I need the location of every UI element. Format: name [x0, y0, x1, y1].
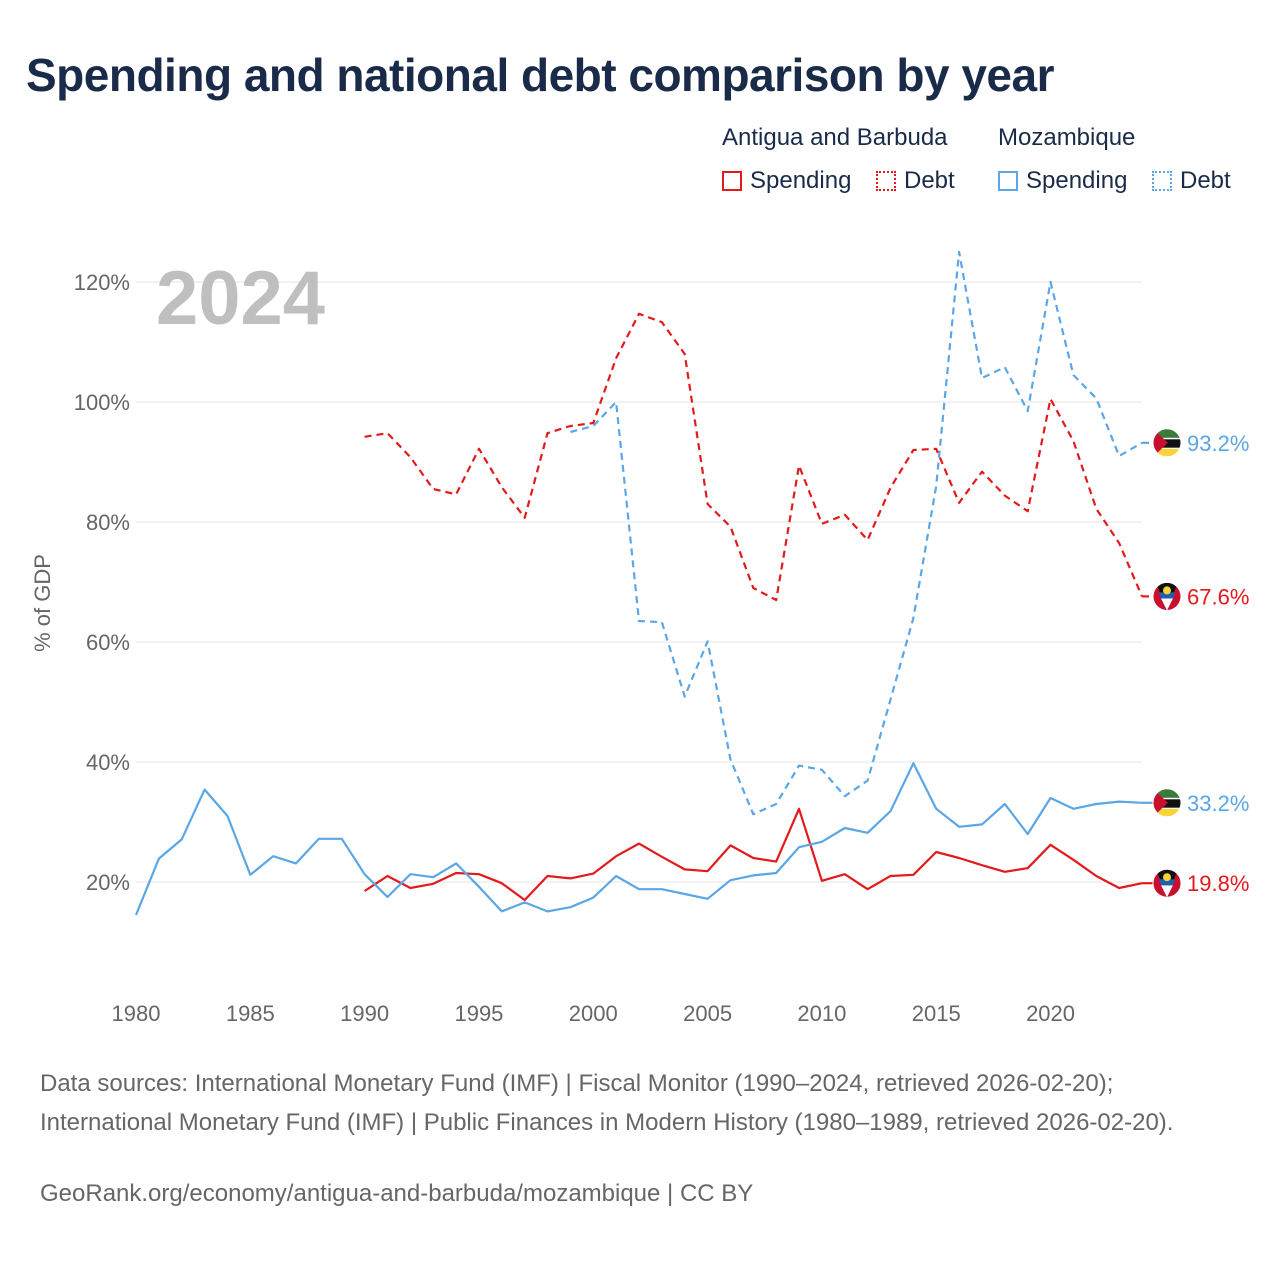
legend-item-mozambique-debt[interactable]: Debt	[1152, 167, 1231, 195]
flag-fimbriation	[1153, 447, 1181, 450]
legend-group-antigua: Antigua and Barbuda Spending Debt	[722, 124, 982, 204]
legend-swatch-solid	[998, 171, 1018, 191]
flag-outline	[1152, 868, 1182, 898]
flag-triangle-white	[1161, 598, 1173, 611]
end-value-label: 93.2%	[1187, 431, 1249, 456]
legend-item-antigua-spending[interactable]: Spending	[722, 167, 851, 195]
end-value-label: 67.6%	[1187, 584, 1249, 609]
antigua-flag-icon	[1152, 581, 1182, 611]
legend-swatch-solid	[722, 171, 742, 191]
x-tick-label: 1980	[112, 1001, 161, 1026]
y-tick-label: 120%	[74, 270, 130, 295]
legend-group-mozambique: Mozambique Spending Debt	[998, 124, 1258, 204]
flag-outline	[1152, 788, 1182, 818]
x-tick-label: 2000	[569, 1001, 618, 1026]
legend-item-antigua-debt[interactable]: Debt	[876, 167, 955, 195]
y-tick-label: 40%	[86, 750, 130, 775]
flag-body	[1153, 582, 1181, 611]
x-tick-label: 2005	[683, 1001, 732, 1026]
flag-body	[1153, 869, 1181, 898]
legend-country-mozambique: Mozambique	[998, 124, 1136, 151]
x-tick-label: 1995	[454, 1001, 503, 1026]
legend-item-mozambique-spending[interactable]: Spending	[998, 167, 1127, 195]
end-markers: 19.8% 67.6% 33.2% 93.2%	[1142, 428, 1249, 898]
series-line-antigua-spending	[363, 807, 1143, 902]
legend-swatch-dotted	[876, 171, 896, 191]
axis-ticks: 20% 40% 60% 80% 100% 120% 1980 1985 1990 1995 2000…	[74, 270, 1075, 1026]
flag-sun	[1163, 586, 1171, 595]
flag-fimbriation	[1153, 807, 1181, 810]
grid-lines	[136, 281, 1142, 883]
antigua-flag-icon	[1152, 868, 1182, 898]
legend-label: Debt	[1180, 167, 1231, 194]
legend-label: Spending	[1026, 167, 1128, 194]
y-axis-title: % of GDP	[30, 554, 55, 652]
end-value-label: 33.2%	[1187, 791, 1249, 816]
data-sources: Data sources: International Monetary Fun…	[40, 1070, 1174, 1136]
x-tick-label: 1985	[226, 1001, 275, 1026]
credit-link[interactable]: GeoRank.org/economy/antigua-and-barbuda/…	[40, 1180, 754, 1207]
end-value-label: 19.8%	[1187, 871, 1249, 896]
flag-stripe-yellow	[1153, 808, 1181, 817]
mozambique-flag-icon	[1152, 428, 1182, 458]
series-line-antigua-debt	[364, 312, 1144, 602]
legend-country-antigua: Antigua and Barbuda	[722, 124, 948, 151]
flag-outline	[1152, 581, 1182, 611]
legend-label: Spending	[750, 167, 852, 194]
flag-band-blue	[1159, 879, 1175, 886]
flag-stripe-green	[1153, 428, 1181, 439]
year-label: 2024	[156, 256, 325, 341]
x-tick-label: 1990	[340, 1001, 389, 1026]
flag-body	[1153, 428, 1181, 457]
flag-band-blue	[1159, 592, 1175, 599]
y-tick-label: 60%	[86, 630, 130, 655]
line-chart: 2024 % of GDP 20% 40% 60% 80% 100% 120% 1980 19…	[30, 250, 1249, 1026]
x-tick-label: 2020	[1026, 1001, 1075, 1026]
flag-body	[1153, 788, 1181, 817]
flag-triangle	[1153, 788, 1168, 817]
flag-triangle	[1153, 428, 1168, 457]
legend-label: Debt	[904, 167, 955, 194]
y-tick-label: 100%	[74, 390, 130, 415]
y-tick-label: 20%	[86, 870, 130, 895]
flag-triangle-white	[1161, 885, 1173, 898]
flag-sun	[1163, 873, 1171, 882]
flag-outline	[1152, 428, 1182, 458]
y-tick-label: 80%	[86, 510, 130, 535]
x-tick-label: 2015	[912, 1001, 961, 1026]
chart-title: Spending and national debt comparison by…	[26, 49, 1055, 101]
flag-fimbriation	[1153, 797, 1181, 800]
flag-stripe-yellow	[1153, 448, 1181, 457]
flag-stripe-green	[1153, 788, 1181, 799]
legend-swatch-dotted	[1152, 171, 1172, 191]
x-tick-label: 2010	[797, 1001, 846, 1026]
flag-fimbriation	[1153, 437, 1181, 440]
series-line-mozambique-spending	[134, 762, 1143, 916]
mozambique-flag-icon	[1152, 788, 1182, 818]
data-series	[134, 250, 1144, 916]
series-line-mozambique-debt	[570, 250, 1143, 816]
